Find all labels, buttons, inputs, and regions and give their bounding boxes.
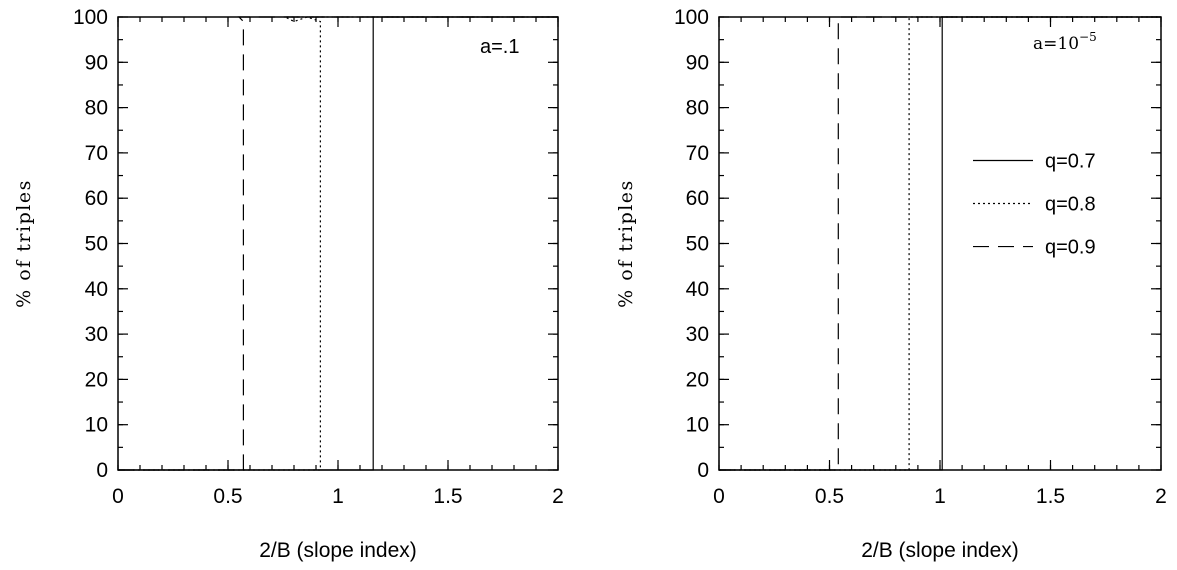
y-tick-label: 80 xyxy=(85,97,108,120)
x-axis-title: 2/B (slope index) xyxy=(259,539,417,562)
x-tick-label: 2 xyxy=(552,485,564,508)
y-tick-label: 30 xyxy=(85,323,108,346)
annotation-exponent: −5 xyxy=(1079,30,1097,44)
y-tick-label: 100 xyxy=(73,6,108,29)
series-line-dotted xyxy=(719,16,1161,471)
y-tick-label: 0 xyxy=(697,459,709,482)
y-tick-label: 70 xyxy=(686,142,709,165)
y-tick-label: 20 xyxy=(686,368,709,391)
y-tick-label: 40 xyxy=(686,278,709,301)
y-tick-label: 50 xyxy=(686,233,709,256)
y-tick-label: 60 xyxy=(85,187,108,210)
y-tick-label: 50 xyxy=(85,233,108,256)
plot-frame xyxy=(117,16,559,471)
y-tick-label: 70 xyxy=(85,142,108,165)
x-tick-label: 0.5 xyxy=(213,485,242,508)
y-axis-title: % of triples xyxy=(615,179,637,308)
y-tick-label: 30 xyxy=(686,323,709,346)
annotation-base: a=10 xyxy=(1033,34,1079,54)
y-tick-label: 60 xyxy=(686,187,709,210)
series-line-dotted xyxy=(118,16,558,471)
y-tick-label: 90 xyxy=(686,51,709,74)
x-tick-label: 0 xyxy=(112,485,124,508)
panel-annotation: a=.1 xyxy=(480,36,519,58)
series-line-solid xyxy=(118,16,558,471)
legend-label: q=0.9 xyxy=(1045,237,1096,259)
legend-label: q=0.8 xyxy=(1045,194,1096,216)
x-tick-label: 1.5 xyxy=(433,485,462,508)
y-tick-label: 100 xyxy=(674,6,709,29)
x-axis-title: 2/B (slope index) xyxy=(861,539,1019,562)
x-tick-label: 1 xyxy=(934,485,946,508)
y-axis-title: % of triples xyxy=(13,179,35,308)
y-tick-label: 40 xyxy=(85,278,108,301)
y-tick-label: 90 xyxy=(85,51,108,74)
x-tick-label: 1.5 xyxy=(1036,485,1065,508)
y-tick-label: 20 xyxy=(85,368,108,391)
y-tick-label: 0 xyxy=(96,459,108,482)
x-tick-label: 0.5 xyxy=(815,485,844,508)
series-line-dashed xyxy=(118,16,558,471)
x-tick-label: 0 xyxy=(713,485,725,508)
y-tick-label: 10 xyxy=(686,414,709,437)
x-tick-label: 2 xyxy=(1155,485,1167,508)
y-tick-label: 10 xyxy=(85,414,108,437)
x-tick-label: 1 xyxy=(332,485,344,508)
panel-annotation: a=10−5 xyxy=(1033,30,1097,54)
series-line-dashed xyxy=(719,16,1161,471)
legend-label: q=0.7 xyxy=(1045,150,1096,172)
y-tick-label: 80 xyxy=(686,97,709,120)
